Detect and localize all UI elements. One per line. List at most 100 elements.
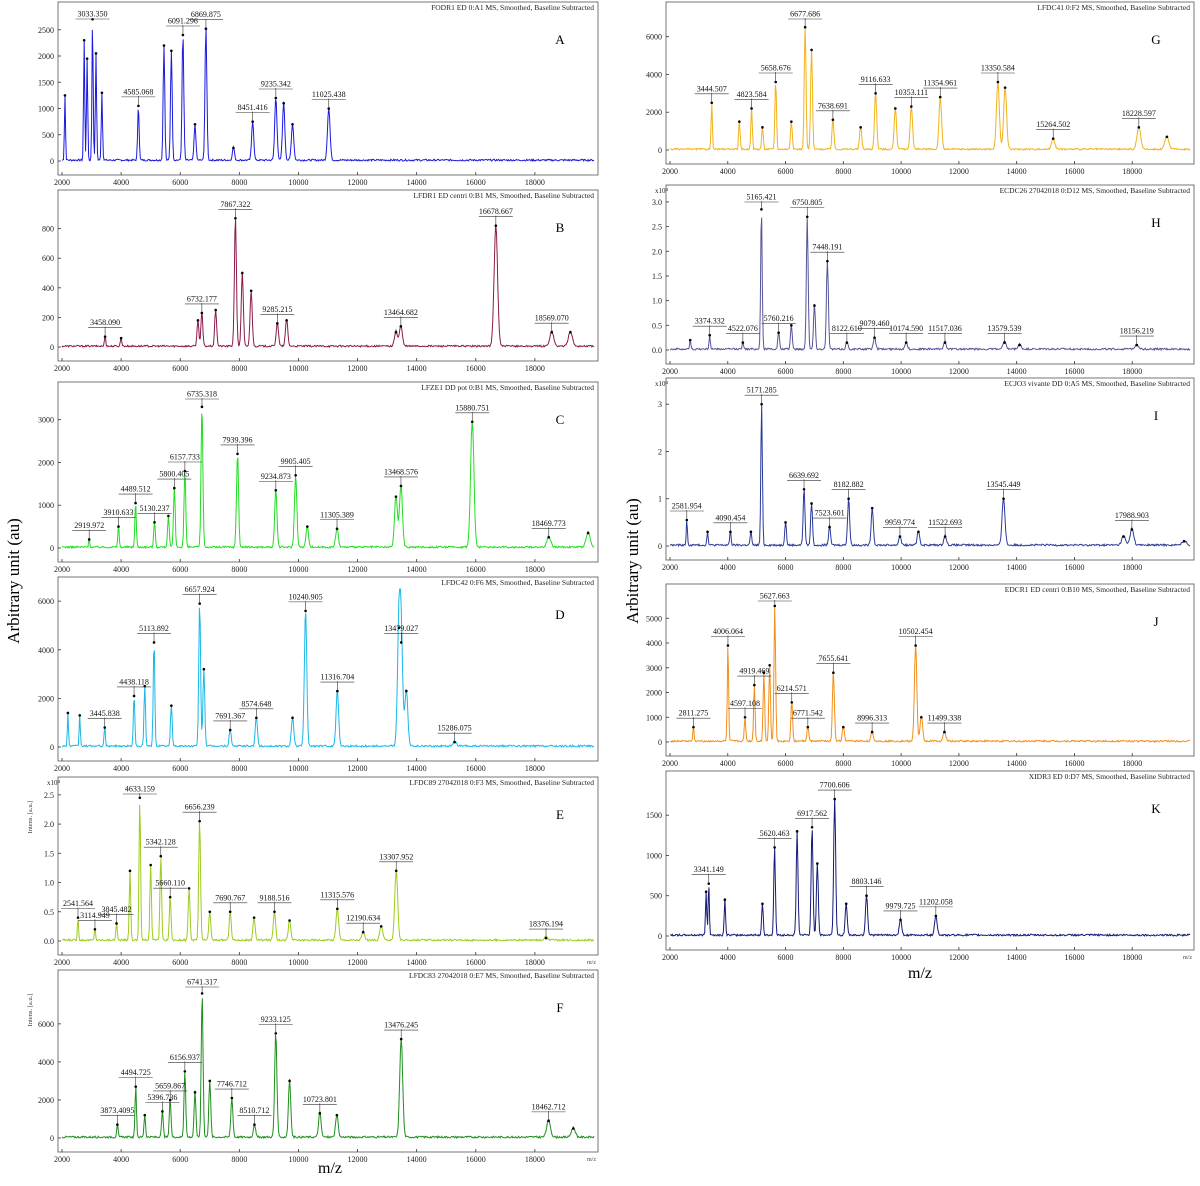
peak-marker bbox=[547, 1119, 550, 1123]
y-tick-label: 0.0 bbox=[44, 937, 54, 946]
peak-label: 7746.712 bbox=[217, 1080, 247, 1089]
peak-marker bbox=[134, 1085, 138, 1088]
peak-label: 3845.482 bbox=[102, 905, 132, 914]
peak-marker bbox=[761, 902, 764, 906]
peak-marker bbox=[336, 689, 339, 693]
peak-label: 7448.191 bbox=[812, 243, 842, 252]
x-tick-label: 14000 bbox=[407, 178, 427, 187]
peak-marker bbox=[692, 725, 695, 729]
peak-marker bbox=[685, 518, 689, 522]
x-tick-label: 18000 bbox=[1122, 563, 1142, 572]
peak-marker bbox=[170, 49, 173, 53]
peak-label: 13545.449 bbox=[987, 480, 1021, 489]
spectrum-line bbox=[61, 998, 595, 1140]
y-tick-label: 2000 bbox=[646, 108, 662, 117]
peak-label: 3873.4095 bbox=[100, 1106, 134, 1115]
peak-marker bbox=[790, 120, 793, 123]
x-tick-label: 4000 bbox=[720, 953, 736, 962]
peak-label: 4006.064 bbox=[713, 627, 743, 636]
x-tick-label: 12000 bbox=[949, 367, 969, 376]
peak-marker bbox=[240, 271, 244, 275]
x-tick-label: 8000 bbox=[231, 178, 247, 187]
peak-marker bbox=[200, 992, 204, 995]
peak-marker bbox=[85, 57, 89, 60]
peak-marker bbox=[914, 644, 917, 647]
peak-label: 4090.454 bbox=[715, 513, 745, 522]
y-tick-label: 1.5 bbox=[44, 849, 54, 858]
peak-marker bbox=[803, 25, 807, 29]
panel-c: LFZE1 DD pot 0:B1 MS, Smoothed, Baseline… bbox=[38, 381, 599, 574]
peak-label: 5113.892 bbox=[139, 624, 169, 633]
peak-label: 5396.736 bbox=[147, 1093, 177, 1102]
x-tick-label: 2000 bbox=[662, 953, 678, 962]
peak-marker bbox=[917, 530, 920, 534]
x-tick-label: 18000 bbox=[525, 764, 545, 773]
peak-marker bbox=[1122, 535, 1125, 538]
panel-letter: K bbox=[1151, 801, 1161, 816]
peak-marker bbox=[572, 1127, 575, 1130]
y-tick-label: 4000 bbox=[646, 639, 662, 648]
y-tick-label: 4000 bbox=[38, 1058, 54, 1067]
peak-marker bbox=[228, 910, 232, 914]
y-tick-label: 2000 bbox=[38, 458, 54, 467]
peak-marker bbox=[288, 919, 291, 922]
peak-marker bbox=[844, 902, 848, 906]
x-tick-label: 14000 bbox=[1007, 759, 1027, 768]
peak-marker bbox=[777, 331, 780, 335]
peak-marker bbox=[274, 1032, 278, 1035]
x-tick-label: 8000 bbox=[231, 1155, 247, 1164]
peak-marker bbox=[790, 324, 793, 327]
peak-label: 5659.867 bbox=[155, 1081, 185, 1090]
peak-marker bbox=[335, 527, 339, 531]
y-tick-label: 3.0 bbox=[652, 198, 662, 207]
x-tick-label: 18000 bbox=[525, 178, 545, 187]
peak-marker bbox=[470, 420, 474, 424]
peak-marker bbox=[276, 322, 279, 325]
x-tick-label: 8000 bbox=[835, 759, 851, 768]
x-tick-label: 8000 bbox=[835, 563, 851, 572]
x-tick-label: 12000 bbox=[949, 167, 969, 176]
peak-label: 11499.338 bbox=[928, 714, 962, 723]
peak-marker bbox=[707, 882, 711, 885]
y-tick-label: 6000 bbox=[38, 1020, 54, 1029]
panel-title: FODR1 ED 0:A1 MS, Smoothed, Baseline Sub… bbox=[431, 3, 594, 12]
peak-marker bbox=[204, 27, 208, 31]
y-tick-label: 2.5 bbox=[44, 791, 54, 800]
x-tick-label: 12000 bbox=[949, 759, 969, 768]
x-tick-label: 10000 bbox=[288, 764, 308, 773]
peak-marker bbox=[762, 671, 766, 675]
peak-label: 8510.712 bbox=[239, 1106, 269, 1115]
peak-marker bbox=[87, 538, 91, 541]
panel-title: LFZE1 DD pot 0:B1 MS, Smoothed, Baseline… bbox=[421, 383, 594, 392]
panel-frame bbox=[665, 184, 1195, 365]
peak-label: 4438.118 bbox=[119, 677, 149, 686]
peak-marker bbox=[119, 336, 123, 340]
peak-marker bbox=[706, 530, 709, 534]
peak-marker bbox=[773, 846, 776, 849]
peak-label: 9079.460 bbox=[860, 319, 890, 328]
x-tick-label: 18000 bbox=[1122, 759, 1142, 768]
peak-marker bbox=[161, 1110, 164, 1113]
x-tick-label: 2000 bbox=[54, 764, 70, 773]
peak-marker bbox=[132, 694, 136, 698]
y-tick-label: 500 bbox=[42, 131, 54, 140]
x-tick-label: 6000 bbox=[778, 167, 794, 176]
peak-label: 9116.633 bbox=[861, 75, 891, 84]
y-tick-label: 2.5 bbox=[652, 223, 662, 232]
x-tick-label: 12000 bbox=[348, 1155, 368, 1164]
y-tick-label: 0.5 bbox=[652, 321, 662, 330]
peak-label: 4823.584 bbox=[737, 90, 767, 99]
peak-marker bbox=[870, 506, 874, 510]
peak-marker bbox=[943, 730, 946, 734]
spectrum-line bbox=[669, 216, 1191, 352]
x-tick-label: 10000 bbox=[891, 759, 911, 768]
y-tick-label: 2000 bbox=[38, 52, 54, 61]
y-tick-label: 2500 bbox=[38, 26, 54, 35]
x-tick-label: 16000 bbox=[466, 178, 486, 187]
peak-label: 6750.805 bbox=[792, 198, 822, 207]
x-tick-label: 14000 bbox=[407, 1155, 427, 1164]
peak-marker bbox=[274, 96, 278, 100]
peak-marker bbox=[810, 48, 813, 52]
y-tick-label: 400 bbox=[42, 284, 54, 293]
